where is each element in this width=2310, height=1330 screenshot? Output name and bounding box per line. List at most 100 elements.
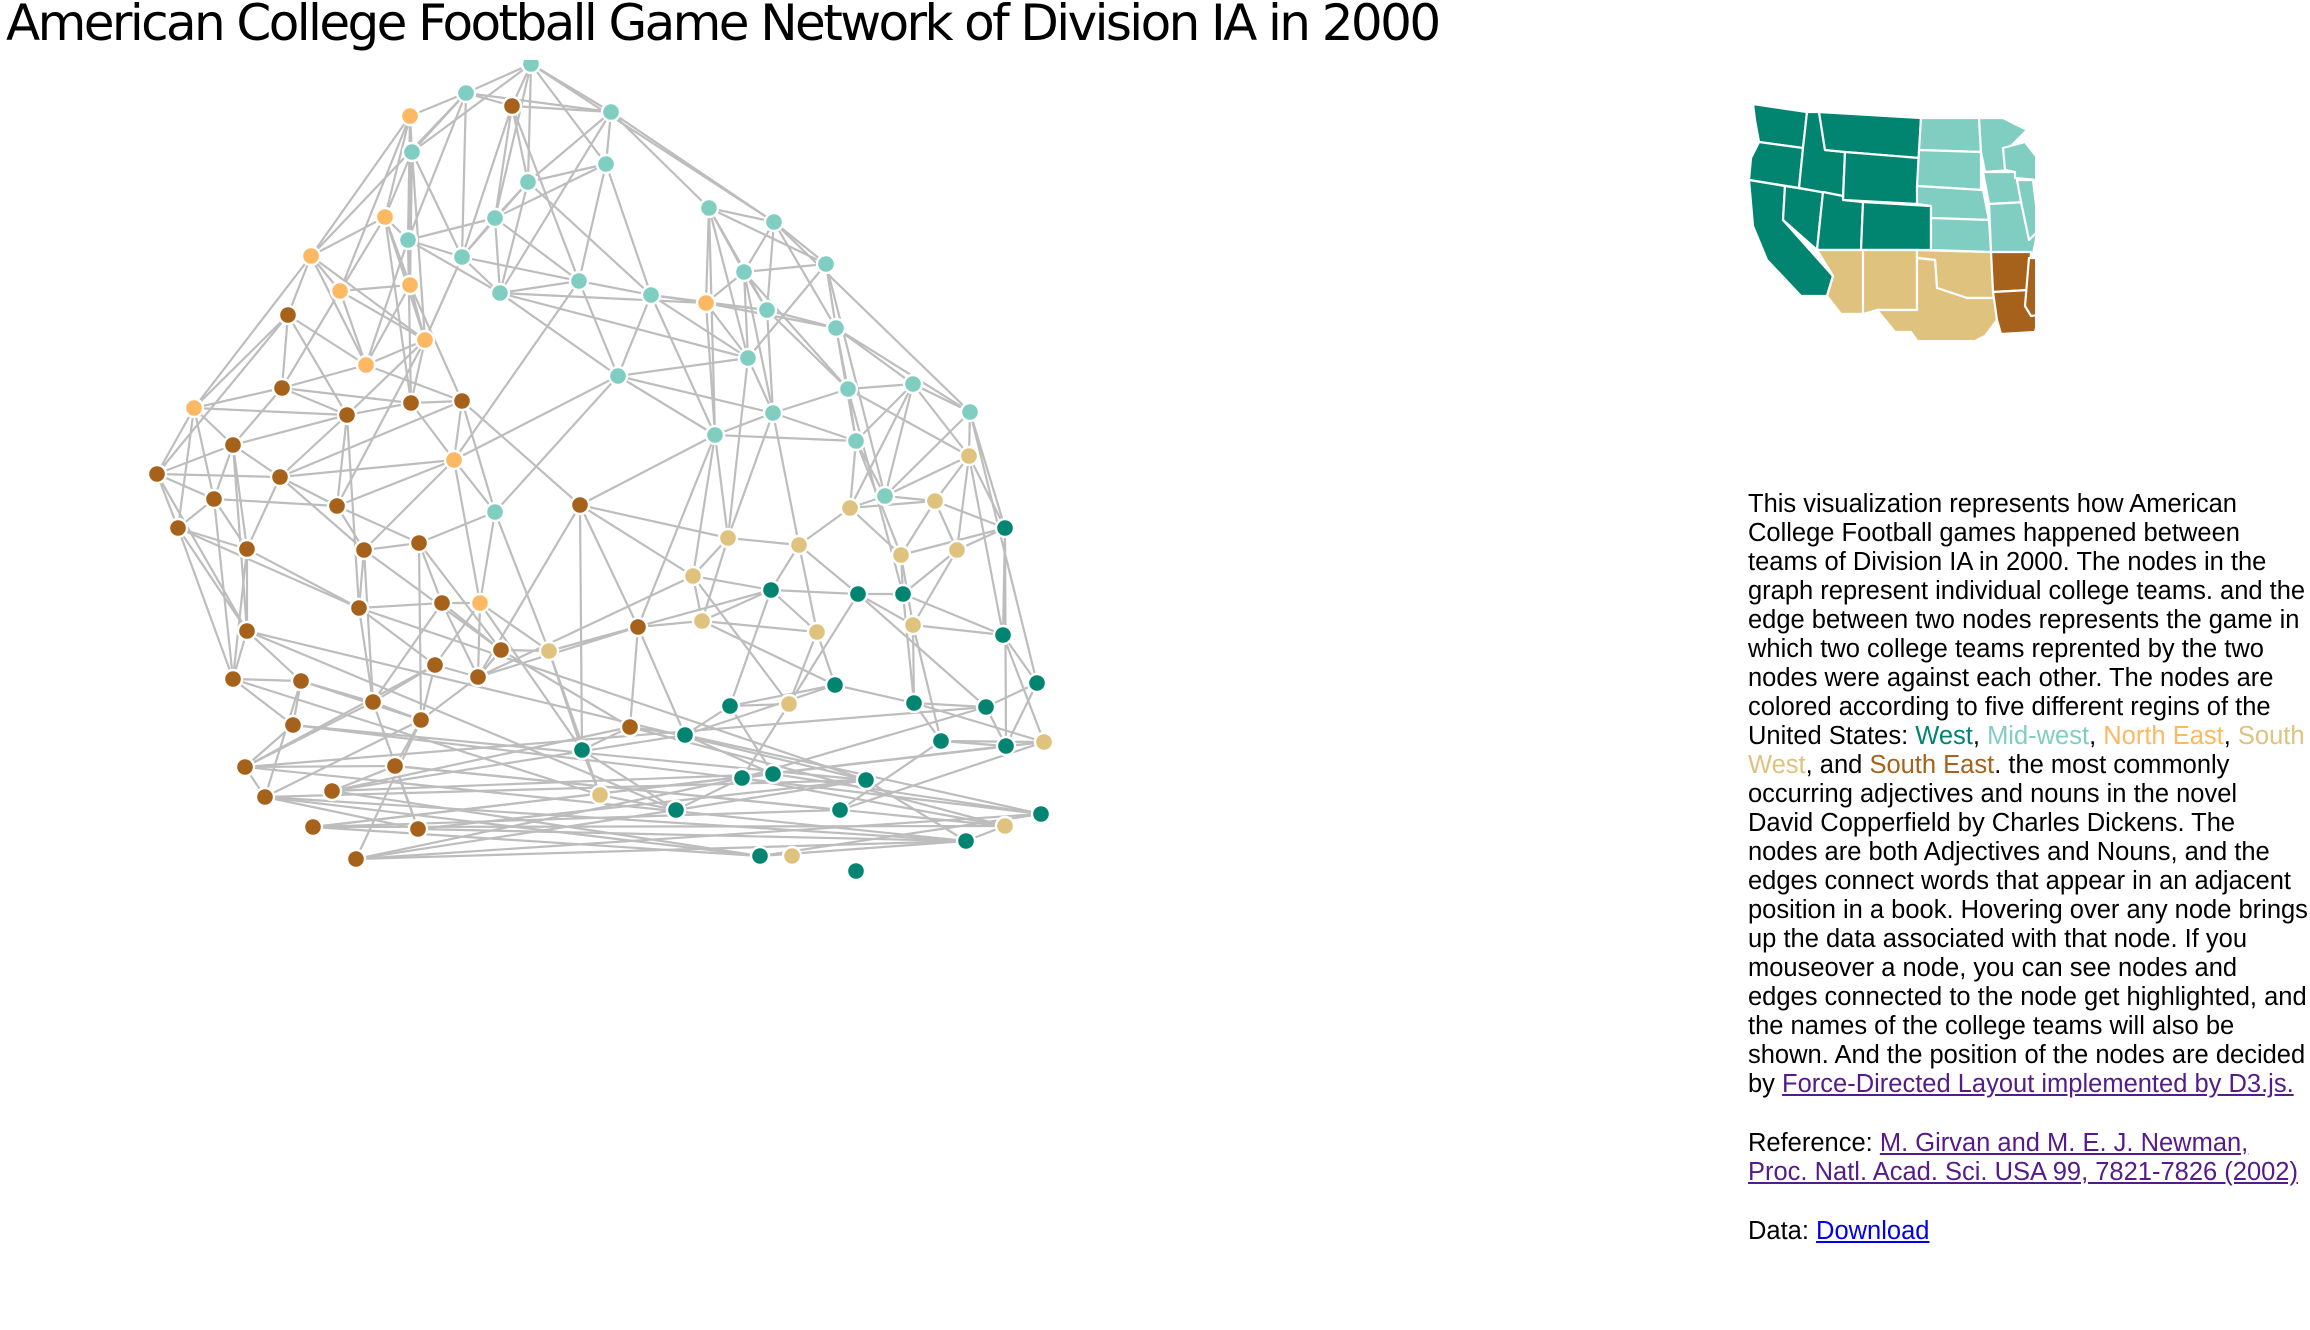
- team-node-west[interactable]: [719, 695, 741, 717]
- team-node-west[interactable]: [731, 767, 753, 789]
- team-node-southeast[interactable]: [410, 709, 432, 731]
- team-node-southwest[interactable]: [806, 621, 828, 643]
- team-node-southeast[interactable]: [627, 616, 649, 638]
- team-node-northeast[interactable]: [183, 397, 205, 419]
- team-node-midwest[interactable]: [397, 229, 419, 251]
- team-node-west[interactable]: [995, 735, 1017, 757]
- team-node-midwest[interactable]: [451, 246, 473, 268]
- team-node-southeast[interactable]: [277, 304, 299, 326]
- team-node-northeast[interactable]: [329, 280, 351, 302]
- team-node-southeast[interactable]: [236, 620, 258, 642]
- team-node-west[interactable]: [903, 692, 925, 714]
- team-node-southeast[interactable]: [222, 668, 244, 690]
- force-layout-link[interactable]: Force-Directed Layout implemented by D3.…: [1782, 1070, 2294, 1098]
- team-node-midwest[interactable]: [520, 60, 542, 75]
- team-node-southwest[interactable]: [839, 497, 861, 519]
- team-node-west[interactable]: [892, 583, 914, 605]
- team-node-midwest[interactable]: [455, 82, 477, 104]
- team-node-southeast[interactable]: [269, 466, 291, 488]
- team-node-midwest[interactable]: [959, 401, 981, 423]
- team-node-midwest[interactable]: [763, 211, 785, 233]
- team-node-midwest[interactable]: [837, 378, 859, 400]
- team-node-midwest[interactable]: [517, 171, 539, 193]
- team-node-midwest[interactable]: [874, 485, 896, 507]
- team-node-west[interactable]: [1026, 672, 1048, 694]
- team-node-midwest[interactable]: [600, 101, 622, 123]
- team-node-southeast[interactable]: [384, 755, 406, 777]
- team-node-southeast[interactable]: [290, 670, 312, 692]
- team-node-west[interactable]: [674, 724, 696, 746]
- team-node-southwest[interactable]: [890, 544, 912, 566]
- team-node-southeast[interactable]: [569, 494, 591, 516]
- team-node-midwest[interactable]: [484, 207, 506, 229]
- team-node-southwest[interactable]: [994, 815, 1016, 837]
- team-node-west[interactable]: [762, 763, 784, 785]
- team-node-west[interactable]: [824, 674, 846, 696]
- team-node-southeast[interactable]: [490, 639, 512, 661]
- team-node-midwest[interactable]: [756, 299, 778, 321]
- team-node-west[interactable]: [749, 845, 771, 867]
- team-node-southwest[interactable]: [1033, 731, 1055, 753]
- download-link[interactable]: Download: [1816, 1217, 1930, 1245]
- team-node-southwest[interactable]: [946, 539, 968, 561]
- team-node-midwest[interactable]: [595, 153, 617, 175]
- team-node-southeast[interactable]: [348, 597, 370, 619]
- team-node-midwest[interactable]: [568, 270, 590, 292]
- team-node-southeast[interactable]: [146, 463, 168, 485]
- team-node-southwest[interactable]: [691, 610, 713, 632]
- team-node-southeast[interactable]: [407, 818, 429, 840]
- team-node-southwest[interactable]: [538, 640, 560, 662]
- team-node-west[interactable]: [855, 769, 877, 791]
- team-node-southeast[interactable]: [336, 404, 358, 426]
- team-node-southeast[interactable]: [234, 756, 256, 778]
- team-node-midwest[interactable]: [845, 430, 867, 452]
- team-node-southeast[interactable]: [408, 532, 430, 554]
- team-node-southeast[interactable]: [167, 517, 189, 539]
- team-node-southeast[interactable]: [321, 780, 343, 802]
- team-node-midwest[interactable]: [698, 197, 720, 219]
- team-node-southwest[interactable]: [924, 490, 946, 512]
- team-node-southeast[interactable]: [254, 786, 276, 808]
- team-node-northeast[interactable]: [300, 245, 322, 267]
- team-node-southeast[interactable]: [326, 495, 348, 517]
- team-node-midwest[interactable]: [815, 253, 837, 275]
- team-node-southwest[interactable]: [717, 527, 739, 549]
- team-node-southwest[interactable]: [589, 784, 611, 806]
- team-node-southwest[interactable]: [778, 693, 800, 715]
- team-node-west[interactable]: [994, 517, 1016, 539]
- team-node-northeast[interactable]: [414, 329, 436, 351]
- team-node-midwest[interactable]: [401, 141, 423, 163]
- team-node-southeast[interactable]: [362, 691, 384, 713]
- team-node-southeast[interactable]: [501, 95, 523, 117]
- team-node-west[interactable]: [955, 830, 977, 852]
- team-node-midwest[interactable]: [607, 365, 629, 387]
- reference-link[interactable]: M. Girvan and M. E. J. Newman, Proc. Nat…: [1748, 1129, 2298, 1186]
- team-node-northeast[interactable]: [695, 292, 717, 314]
- team-node-northeast[interactable]: [399, 105, 421, 127]
- team-node-west[interactable]: [992, 624, 1014, 646]
- team-node-west[interactable]: [571, 739, 593, 761]
- team-node-midwest[interactable]: [704, 424, 726, 446]
- team-node-southeast[interactable]: [467, 666, 489, 688]
- team-node-southeast[interactable]: [451, 390, 473, 412]
- team-node-southwest[interactable]: [902, 614, 924, 636]
- team-node-southwest[interactable]: [958, 445, 980, 467]
- team-node-southeast[interactable]: [424, 654, 446, 676]
- team-node-southwest[interactable]: [682, 565, 704, 587]
- team-node-southwest[interactable]: [781, 845, 803, 867]
- team-node-northeast[interactable]: [399, 274, 421, 296]
- team-node-midwest[interactable]: [489, 282, 511, 304]
- team-node-southeast[interactable]: [236, 538, 258, 560]
- team-node-southeast[interactable]: [345, 848, 367, 870]
- team-node-southeast[interactable]: [222, 434, 244, 456]
- team-node-southeast[interactable]: [302, 816, 324, 838]
- team-node-southeast[interactable]: [203, 488, 225, 510]
- team-node-northeast[interactable]: [469, 592, 491, 614]
- team-node-southeast[interactable]: [619, 716, 641, 738]
- team-node-midwest[interactable]: [640, 284, 662, 306]
- team-node-midwest[interactable]: [737, 347, 759, 369]
- team-node-midwest[interactable]: [825, 317, 847, 339]
- team-node-southeast[interactable]: [271, 377, 293, 399]
- team-node-west[interactable]: [760, 579, 782, 601]
- team-node-northeast[interactable]: [374, 206, 396, 228]
